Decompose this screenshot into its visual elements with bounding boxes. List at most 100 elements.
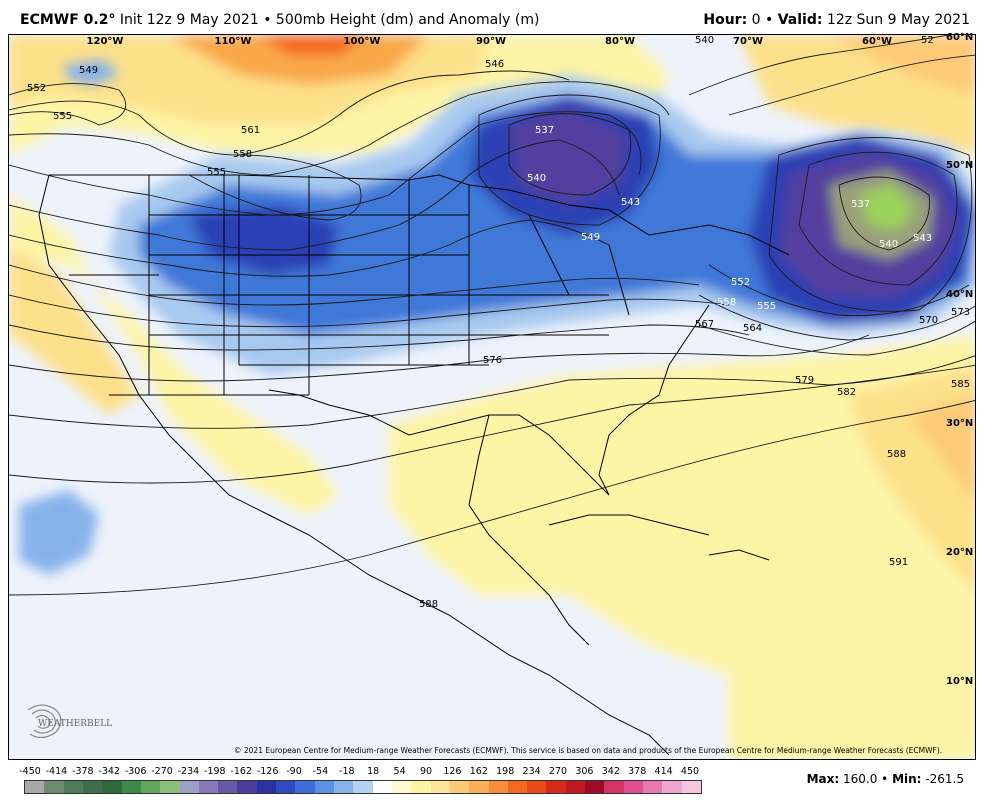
colorbar-swatch (295, 781, 315, 793)
colorbar-tick-label: -90 (286, 766, 302, 777)
max-value: 160.0 (842, 772, 878, 786)
colorbar-swatch (372, 781, 392, 793)
colorbar-tick-label: 90 (419, 766, 433, 777)
colorbar-swatch (218, 781, 238, 793)
coastlines-borders (38, 174, 790, 756)
contour-label: 567 (695, 319, 714, 330)
colorbar-swatches (24, 780, 702, 794)
colorbar-swatch (314, 781, 334, 793)
copyright-notice: © 2021 European Centre for Medium-range … (234, 746, 943, 755)
colorbar-swatch (430, 781, 450, 793)
latitude-label: 30°N (946, 418, 974, 429)
latitude-label: 40°N (946, 289, 974, 300)
contour-label: 543 (621, 197, 640, 208)
colorbar-tick-label: 162 (469, 766, 488, 777)
model-name: ECMWF 0.2 (20, 12, 109, 28)
colorbar-tick-label: 18 (367, 766, 380, 777)
colorbar-tick-label: -198 (204, 766, 226, 777)
colorbar-swatch (662, 781, 682, 793)
colorbar-swatch (527, 781, 547, 793)
colorbar-tick-label: 342 (601, 766, 620, 777)
contour-label: 570 (919, 315, 938, 326)
longitude-label: 100°W (343, 36, 381, 47)
negative-anomaly-fill (19, 60, 975, 575)
colorbar-tick-label: 306 (575, 766, 594, 777)
contour-label: 52 (921, 35, 934, 46)
valid-time: Hour: 0 • Valid: 12z Sun 9 May 2021 (703, 12, 970, 28)
min-value: -261.5 (925, 772, 964, 786)
product-title: ECMWF 0.2° Init 12z 9 May 2021 • 500mb H… (20, 12, 540, 28)
contour-label: 549 (79, 65, 98, 76)
colorbar-ticks: -450 -414 -378 -342 -306 -270 -234 -198 -162 -126… (19, 766, 700, 778)
colorbar-swatch (179, 781, 199, 793)
contour-label: 549 (581, 232, 600, 243)
contour-label: 558 (717, 297, 736, 308)
init-time: Init 12z 9 May 2021 (119, 12, 259, 28)
contour-label: 540 (527, 173, 546, 184)
contour-label: 552 (27, 83, 46, 94)
product-name: 500mb Height (dm) and Anomaly (m) (275, 12, 540, 28)
longitude-label: 120°W (86, 36, 124, 47)
contour-label: 582 (837, 387, 856, 398)
colorbar-swatch (256, 781, 277, 793)
contour-label: 561 (241, 125, 260, 136)
colorbar-swatch (411, 781, 431, 793)
max-min-readout: Max: 160.0 • Min: -261.5 (806, 772, 964, 786)
contour-label: 588 (887, 449, 906, 460)
colorbar-tick-label: 450 (680, 766, 700, 777)
colorbar-tick-label: 198 (496, 766, 515, 777)
contour-label: 585 (951, 379, 970, 390)
contour-label: 543 (913, 233, 932, 244)
latitude-label: 20°N (946, 547, 974, 558)
colorbar-swatch (643, 781, 663, 793)
contour-label: 579 (795, 375, 814, 386)
colorbar-tick-label: -18 (339, 766, 355, 777)
contour-label: 576 (483, 355, 502, 366)
colorbar-swatch (121, 781, 141, 793)
colorbar-swatch (546, 781, 566, 793)
colorbar-tick-label: -378 (72, 766, 94, 777)
anomaly-colorbar: -450 -414 -378 -342 -306 -270 -234 -198 -162 -126… (19, 766, 702, 800)
contour-label: 564 (743, 323, 762, 334)
colorbar-swatch (237, 781, 257, 793)
colorbar-swatch (82, 781, 103, 793)
contour-value-labels: 549 552 555 561 558 555 546 540 537 540 … (27, 35, 970, 610)
colorbar-swatch (604, 781, 624, 793)
colorbar-tick-label: -162 (230, 766, 252, 777)
colorbar-tick-label: -306 (124, 766, 147, 777)
colorbar-swatch (276, 781, 296, 793)
longitude-label: 90°W (476, 36, 506, 47)
colorbar-tick-label: -414 (45, 766, 68, 777)
latitude-label: 60°N (946, 32, 974, 43)
contour-label: 552 (731, 277, 750, 288)
colorbar-tick-label: -126 (256, 766, 279, 777)
colorbar-swatch (681, 781, 701, 793)
colorbar-swatch (334, 781, 354, 793)
colorbar-swatch (507, 781, 528, 793)
contour-label: 555 (207, 167, 226, 178)
colorbar-swatch (25, 781, 45, 793)
colorbar-swatch (44, 781, 64, 793)
colorbar-tick-label: -234 (177, 766, 200, 777)
colorbar-tick-label: 54 (393, 766, 406, 777)
contour-label: 546 (485, 59, 504, 70)
colorbar-swatch (585, 781, 605, 793)
colorbar-tick-label: 414 (654, 766, 673, 777)
colorbar-swatch (469, 781, 489, 793)
longitude-label: 60°W (862, 36, 892, 47)
height-contours (9, 35, 975, 596)
positive-anomaly-fill (9, 35, 975, 759)
contour-label: 555 (53, 111, 72, 122)
map-canvas: 549 552 555 561 558 555 546 540 537 540 … (9, 35, 975, 759)
colorbar-tick-label: -450 (19, 766, 41, 777)
colorbar-swatch (449, 781, 470, 793)
colorbar-tick-label: 126 (443, 766, 462, 777)
latitude-label: 50°N (946, 160, 974, 171)
colorbar-tick-label: -270 (151, 766, 173, 777)
colorbar-tick-label: 234 (522, 766, 541, 777)
colorbar-swatch (63, 781, 83, 793)
contour-label: 573 (951, 307, 970, 318)
weather-map: 549 552 555 561 558 555 546 540 537 540 … (8, 34, 976, 760)
longitude-label: 70°W (733, 36, 763, 47)
colorbar-swatch (140, 781, 161, 793)
